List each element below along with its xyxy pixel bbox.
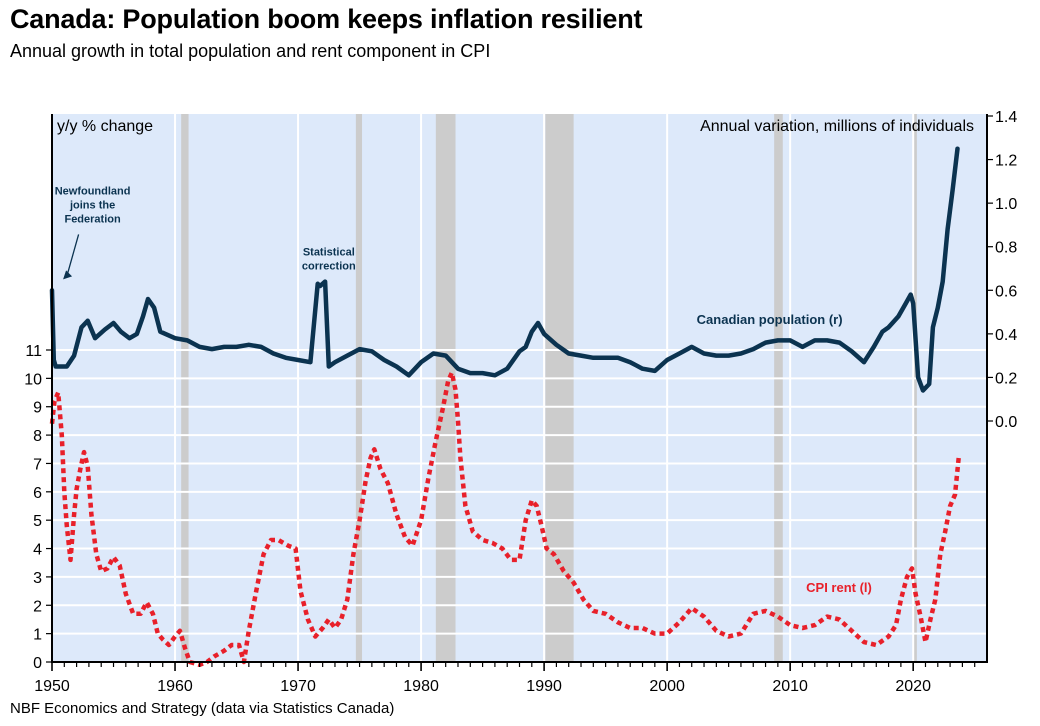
- x-tick-label: 1950: [34, 678, 70, 695]
- axis-labels: 1950 1960 1970 1980 1990 2000 2010 2020 0 1 2 3 4 5 6 7…: [24, 109, 1017, 695]
- recession-band: [181, 114, 189, 662]
- annotation-text: Statistical: [303, 246, 355, 258]
- x-tick-label: 1980: [403, 678, 439, 695]
- cpi-rent-line: [49, 370, 961, 668]
- right-tick-label: 0.4: [995, 327, 1017, 344]
- population-line: [49, 146, 960, 393]
- left-tick-label: 7: [33, 456, 42, 473]
- chart-source: NBF Economics and Strategy (data via Sta…: [10, 700, 395, 717]
- recession-band: [355, 114, 363, 662]
- annotation-arrow: [66, 234, 80, 276]
- left-tick-label: 5: [33, 513, 42, 530]
- legend-population: Canadian population (r): [697, 312, 843, 327]
- left-tick-label: 11: [25, 343, 42, 360]
- x-tick-label: 1990: [526, 678, 562, 695]
- left-tick-label: 2: [33, 598, 42, 615]
- recession-band: [545, 114, 574, 662]
- right-tick-label: 1.4: [995, 109, 1017, 126]
- left-tick-label: 8: [33, 428, 42, 445]
- recession-band: [913, 114, 917, 662]
- right-tick-label: 1.2: [995, 153, 1017, 170]
- series-layer: [49, 146, 961, 668]
- recession-band: [774, 114, 783, 662]
- annotation-text: correction: [302, 260, 356, 272]
- right-tick-label: 0.2: [995, 370, 1017, 387]
- x-tick-label: 1970: [280, 678, 316, 695]
- left-tick-label: 4: [33, 542, 42, 559]
- x-tick-label: 2010: [772, 678, 808, 695]
- right-tick-label: 1.0: [995, 196, 1017, 213]
- chart-title: Canada: Population boom keeps inflation …: [10, 4, 643, 34]
- right-tick-label: 0.8: [995, 240, 1017, 257]
- left-axis-title: y/y % change: [57, 118, 153, 135]
- legend-cpi-rent: CPI rent (l): [806, 580, 872, 595]
- x-tick-label: 1960: [157, 678, 193, 695]
- grid-lines: [52, 114, 987, 662]
- right-tick-label: 0.0: [995, 414, 1017, 431]
- annotations: Newfoundland joins the Federation Statistic…: [55, 185, 356, 280]
- right-axis-title: Annual variation, millions of individual…: [700, 118, 974, 135]
- annotation-text: Newfoundland: [55, 185, 131, 197]
- axes: [46, 114, 993, 671]
- x-tick-label: 2020: [895, 678, 931, 695]
- recession-bands: [181, 114, 917, 662]
- left-tick-label: 6: [33, 485, 42, 502]
- right-tick-label: 0.6: [995, 283, 1017, 300]
- chart-subtitle: Annual growth in total population and re…: [10, 41, 491, 61]
- left-tick-label: 0: [33, 655, 42, 672]
- recession-band: [435, 114, 456, 662]
- plot-area: [52, 114, 987, 662]
- left-tick-label: 3: [33, 570, 42, 587]
- annotation-text: joins the: [69, 199, 115, 211]
- arrow-head-icon: [63, 270, 73, 280]
- left-tick-label: 1: [33, 627, 42, 644]
- left-tick-label: 9: [33, 400, 42, 417]
- annotation-text: Federation: [64, 213, 121, 225]
- left-tick-label: 10: [24, 371, 42, 388]
- x-tick-label: 2000: [649, 678, 685, 695]
